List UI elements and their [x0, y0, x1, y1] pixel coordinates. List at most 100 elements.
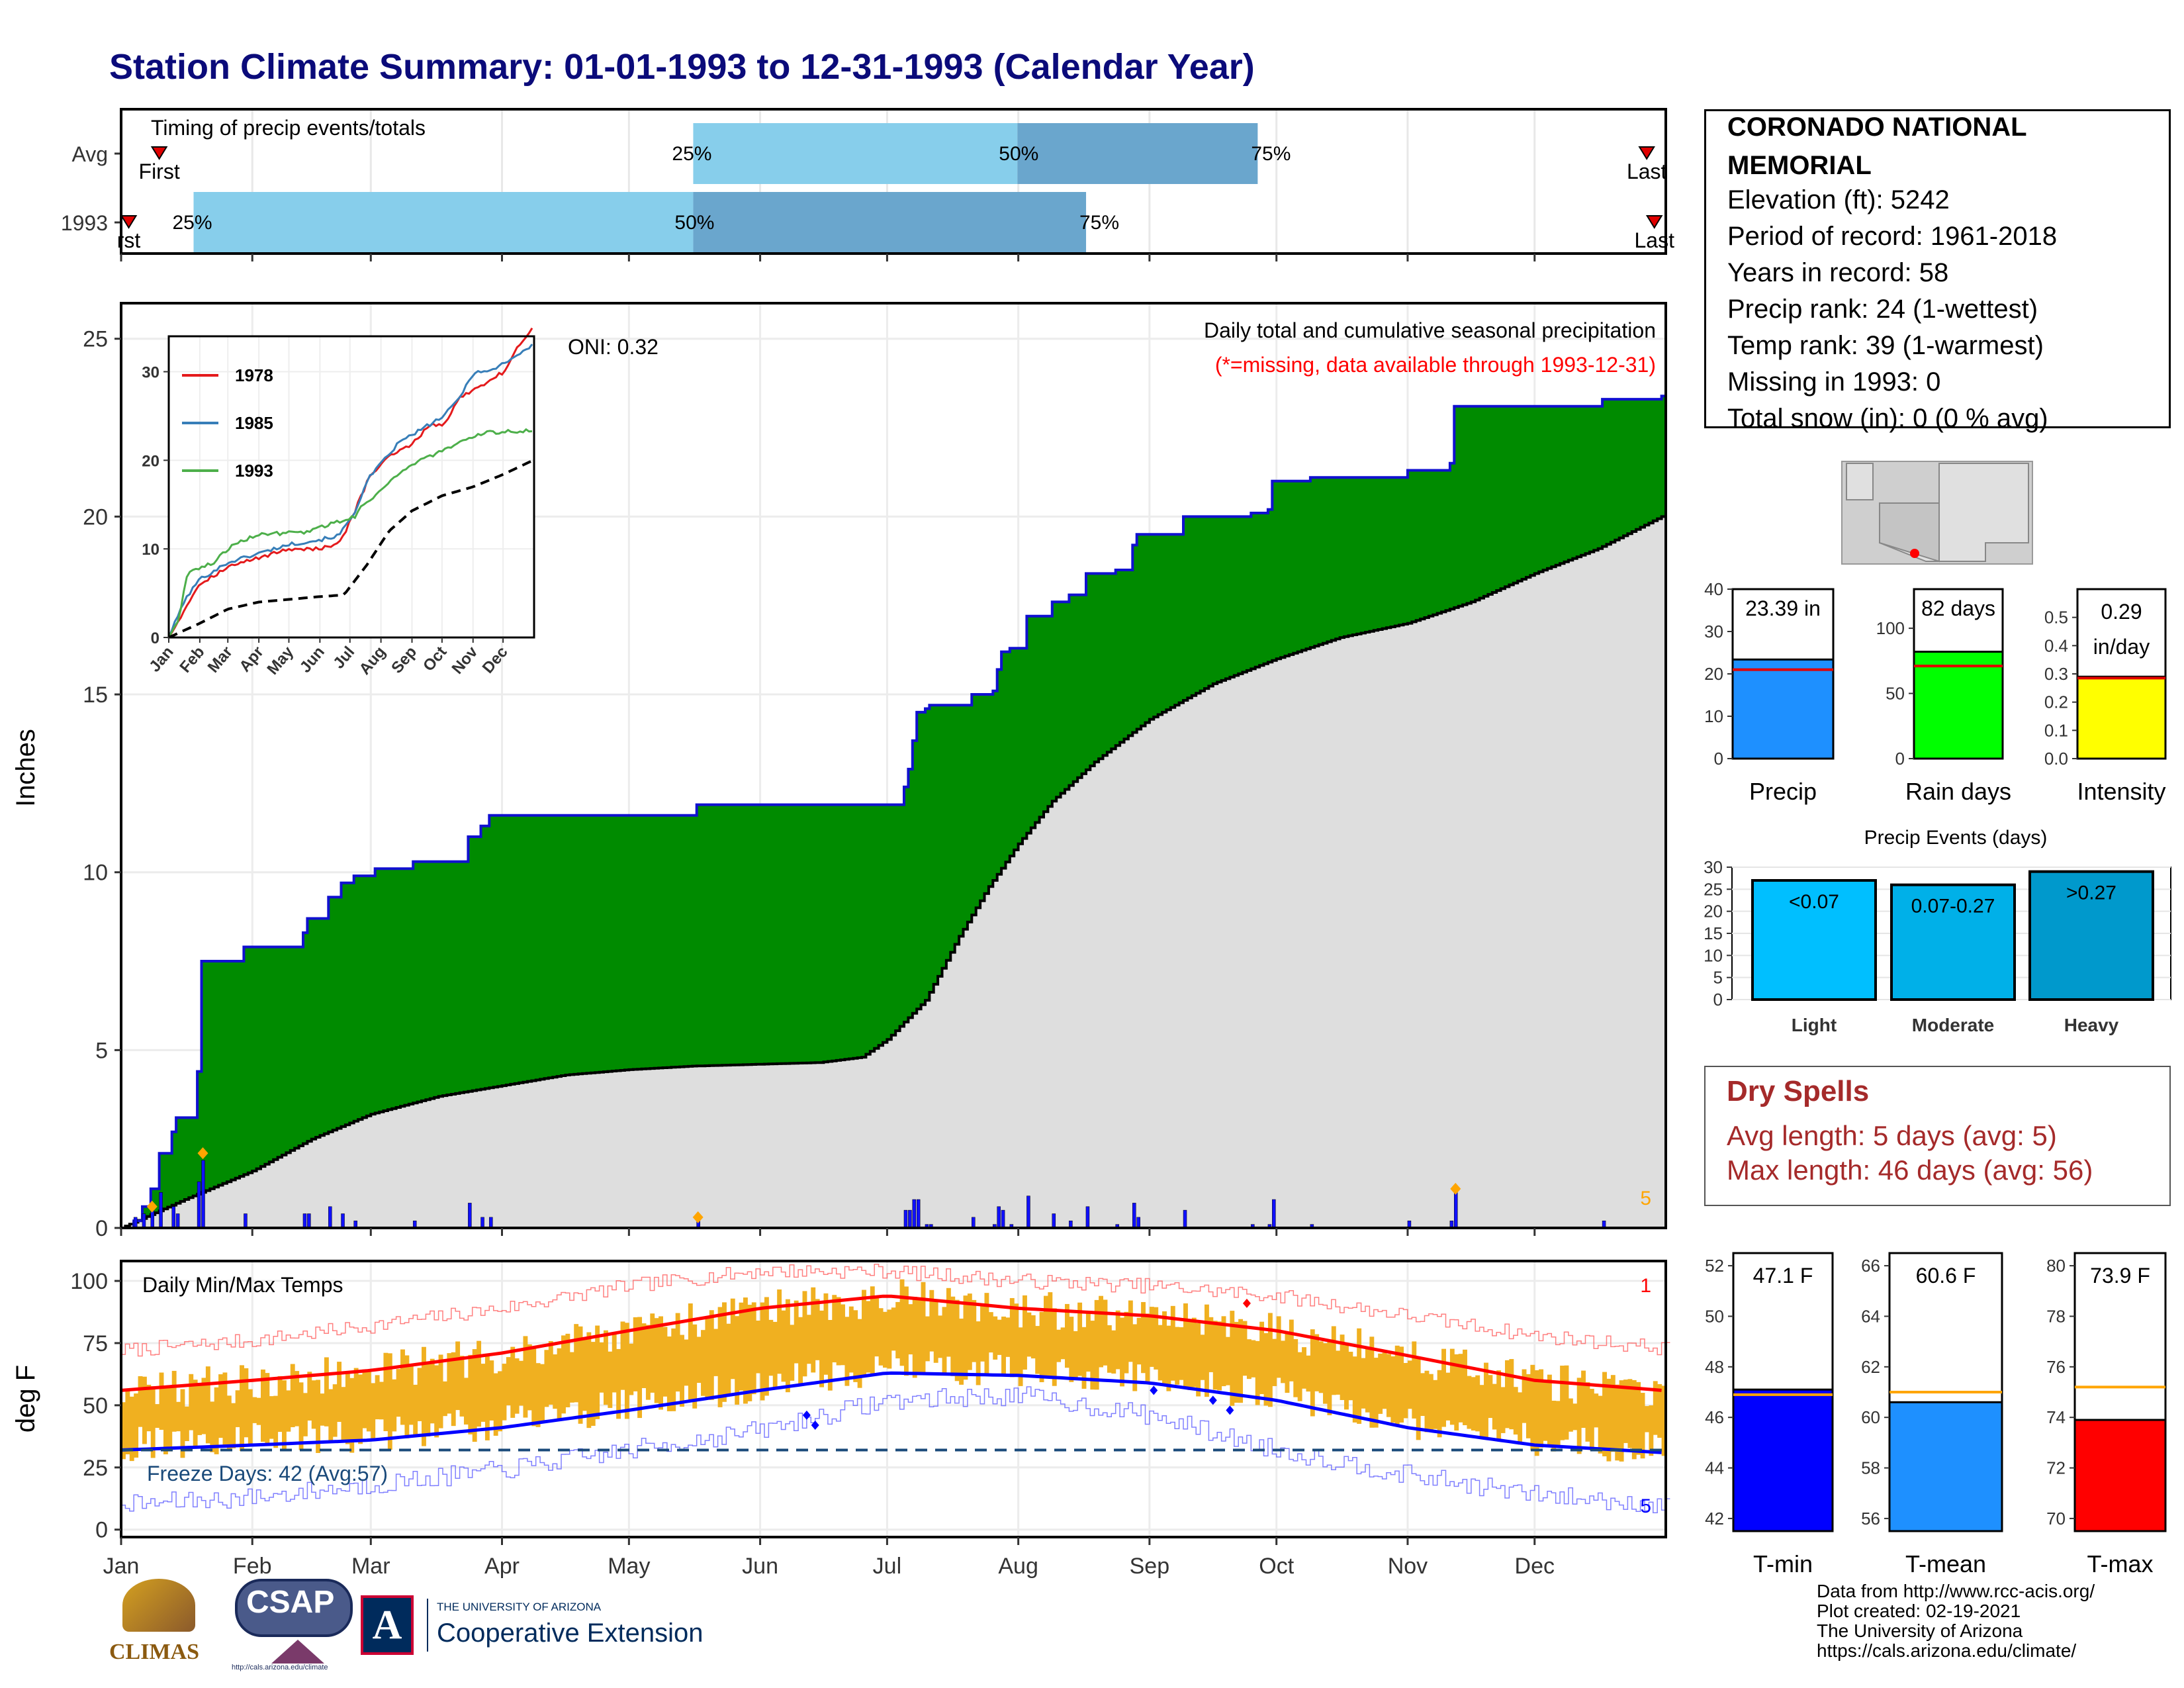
- daily-temp-bar: [298, 1382, 304, 1450]
- timing-year-row-label: 1993: [61, 211, 108, 235]
- daily-temp-bar: [735, 1316, 740, 1405]
- daily-temp-bar: [866, 1301, 871, 1373]
- daily-temp-bar: [1225, 1336, 1230, 1385]
- daily-temp-bar: [442, 1381, 447, 1417]
- daily-precip-bar: [480, 1217, 484, 1229]
- temp-x-tick-label: Apr: [484, 1554, 520, 1579]
- ua-top-text: THE UNIVERSITY OF ARIZONA: [437, 1601, 602, 1613]
- station-years: Years in record: 58: [1727, 258, 1949, 287]
- daily-temp-bar: [1428, 1374, 1433, 1432]
- inset-y-tick-label: 0: [151, 630, 159, 647]
- daily-temp-bar: [353, 1368, 359, 1440]
- daily-temp-bar: [1230, 1311, 1235, 1406]
- totals-y-tick-label-2: 0.5: [2044, 608, 2068, 628]
- daily-temp-bar: [1488, 1375, 1493, 1419]
- daily-temp-bar: [1649, 1405, 1654, 1456]
- daily-temp-bar: [1403, 1363, 1408, 1419]
- daily-temp-bar: [277, 1376, 283, 1432]
- daily-temp-bar: [802, 1291, 807, 1377]
- daily-temp-bar: [371, 1383, 376, 1439]
- daily-precip-bar: [341, 1213, 345, 1229]
- daily-temp-bar: [1267, 1313, 1273, 1407]
- totals-label-1: Rain days: [1905, 778, 2011, 805]
- daily-temp-bar: [1661, 1385, 1666, 1456]
- daily-precip-bar: [1183, 1209, 1187, 1229]
- daily-temp-bar: [400, 1349, 405, 1425]
- daily-temp-bar: [375, 1375, 380, 1420]
- daily-temp-bar: [1373, 1358, 1379, 1428]
- tsum-bar-0: [1732, 1388, 1834, 1532]
- daily-temp-bar: [1081, 1327, 1087, 1389]
- daily-temp-bar: [641, 1323, 647, 1388]
- daily-temp-bar: [557, 1348, 562, 1421]
- daily-temp-bar: [1539, 1369, 1544, 1448]
- temp-y-tick-label: 75: [83, 1331, 108, 1356]
- daily-temp-bar: [972, 1299, 977, 1362]
- daily-temp-bar: [1627, 1379, 1633, 1448]
- daily-temp-bar: [484, 1354, 490, 1440]
- daily-temp-bar: [295, 1371, 300, 1427]
- precip-y-axis-label: Inches: [11, 729, 40, 807]
- daily-temp-bar: [1610, 1375, 1615, 1452]
- record-low-marker: [1150, 1385, 1158, 1395]
- daily-temp-bar: [1145, 1313, 1150, 1383]
- temp-x-tick-label: May: [608, 1554, 650, 1579]
- dry-spells-title: Dry Spells: [1727, 1075, 1870, 1107]
- totals-y-tick-label-0: 30: [1704, 622, 1723, 641]
- locator-map-arizona: [1879, 502, 1940, 563]
- daily-temp-bar: [1327, 1340, 1332, 1415]
- event-category-label: Moderate: [1912, 1015, 1994, 1035]
- daily-temp-bar: [980, 1304, 985, 1362]
- average-cumulative-area: [121, 516, 1666, 1228]
- daily-temp-bar: [1094, 1299, 1099, 1390]
- daily-temp-bar: [1255, 1340, 1260, 1405]
- daily-temp-bar: [976, 1321, 981, 1385]
- daily-temp-bar: [328, 1389, 334, 1441]
- station-info-panel: CORONADO NATIONAL MEMORIAL Elevation (ft…: [1704, 109, 2171, 433]
- inset-y-tick-label: 30: [142, 364, 159, 382]
- daily-temp-bar: [1530, 1364, 1535, 1451]
- daily-temp-bar: [235, 1390, 240, 1427]
- daily-temp-bar: [281, 1380, 287, 1449]
- station-snow: Total snow (in): 0 (0 % avg): [1727, 404, 2048, 433]
- daily-precip-bar: [972, 1217, 976, 1229]
- daily-temp-bar: [1285, 1332, 1290, 1393]
- daily-temp-bar: [261, 1369, 265, 1442]
- daily-temp-bar: [887, 1309, 892, 1369]
- footer-data-source: Data from http://www.rcc-acis.org/: [1817, 1581, 2095, 1601]
- daily-precip-bar: [244, 1213, 248, 1229]
- totals-y-tick-label-0: 20: [1704, 664, 1723, 684]
- daily-temp-bar: [252, 1397, 257, 1423]
- daily-temp-bar: [1124, 1311, 1129, 1374]
- csap-cloud-icon: [235, 1579, 353, 1637]
- totals-bar-0: [1731, 658, 1835, 760]
- daily-temp-bar: [286, 1390, 291, 1432]
- daily-temp-bar: [307, 1372, 312, 1421]
- inset-background: [169, 336, 534, 637]
- timing-year-last-label: Last: [1634, 228, 1674, 252]
- precip-y-tick-label: 0: [95, 1216, 108, 1241]
- daily-temp-bar: [1009, 1297, 1015, 1378]
- daily-temp-bar: [633, 1317, 638, 1391]
- daily-temp-bar: [848, 1306, 854, 1373]
- daily-temp-bar: [967, 1293, 972, 1370]
- timing-avg-q50-label: 50%: [999, 143, 1038, 165]
- daily-temp-bar: [1361, 1358, 1366, 1409]
- daily-temp-bar: [684, 1339, 689, 1386]
- daily-temp-bar: [1073, 1331, 1078, 1380]
- record-min-line: [121, 1386, 1670, 1514]
- daily-temp-bar: [1276, 1316, 1281, 1378]
- daily-precip-bar: [197, 1181, 201, 1229]
- daily-temp-bar: [383, 1352, 388, 1432]
- daily-temp-bar: [925, 1316, 930, 1362]
- daily-temp-bar: [1522, 1369, 1527, 1423]
- tsum-value-label-0: 47.1 F: [1753, 1264, 1813, 1288]
- daily-temp-bar: [794, 1300, 799, 1364]
- daily-temp-bar: [870, 1286, 875, 1374]
- daily-temp-bar: [142, 1376, 147, 1444]
- daily-temp-bar: [1496, 1370, 1502, 1441]
- daily-temp-bar: [1039, 1311, 1044, 1383]
- daily-temp-bar: [645, 1325, 651, 1400]
- daily-temp-bar: [176, 1401, 181, 1432]
- tsum-y-tick-label-2: 70: [2046, 1509, 2066, 1528]
